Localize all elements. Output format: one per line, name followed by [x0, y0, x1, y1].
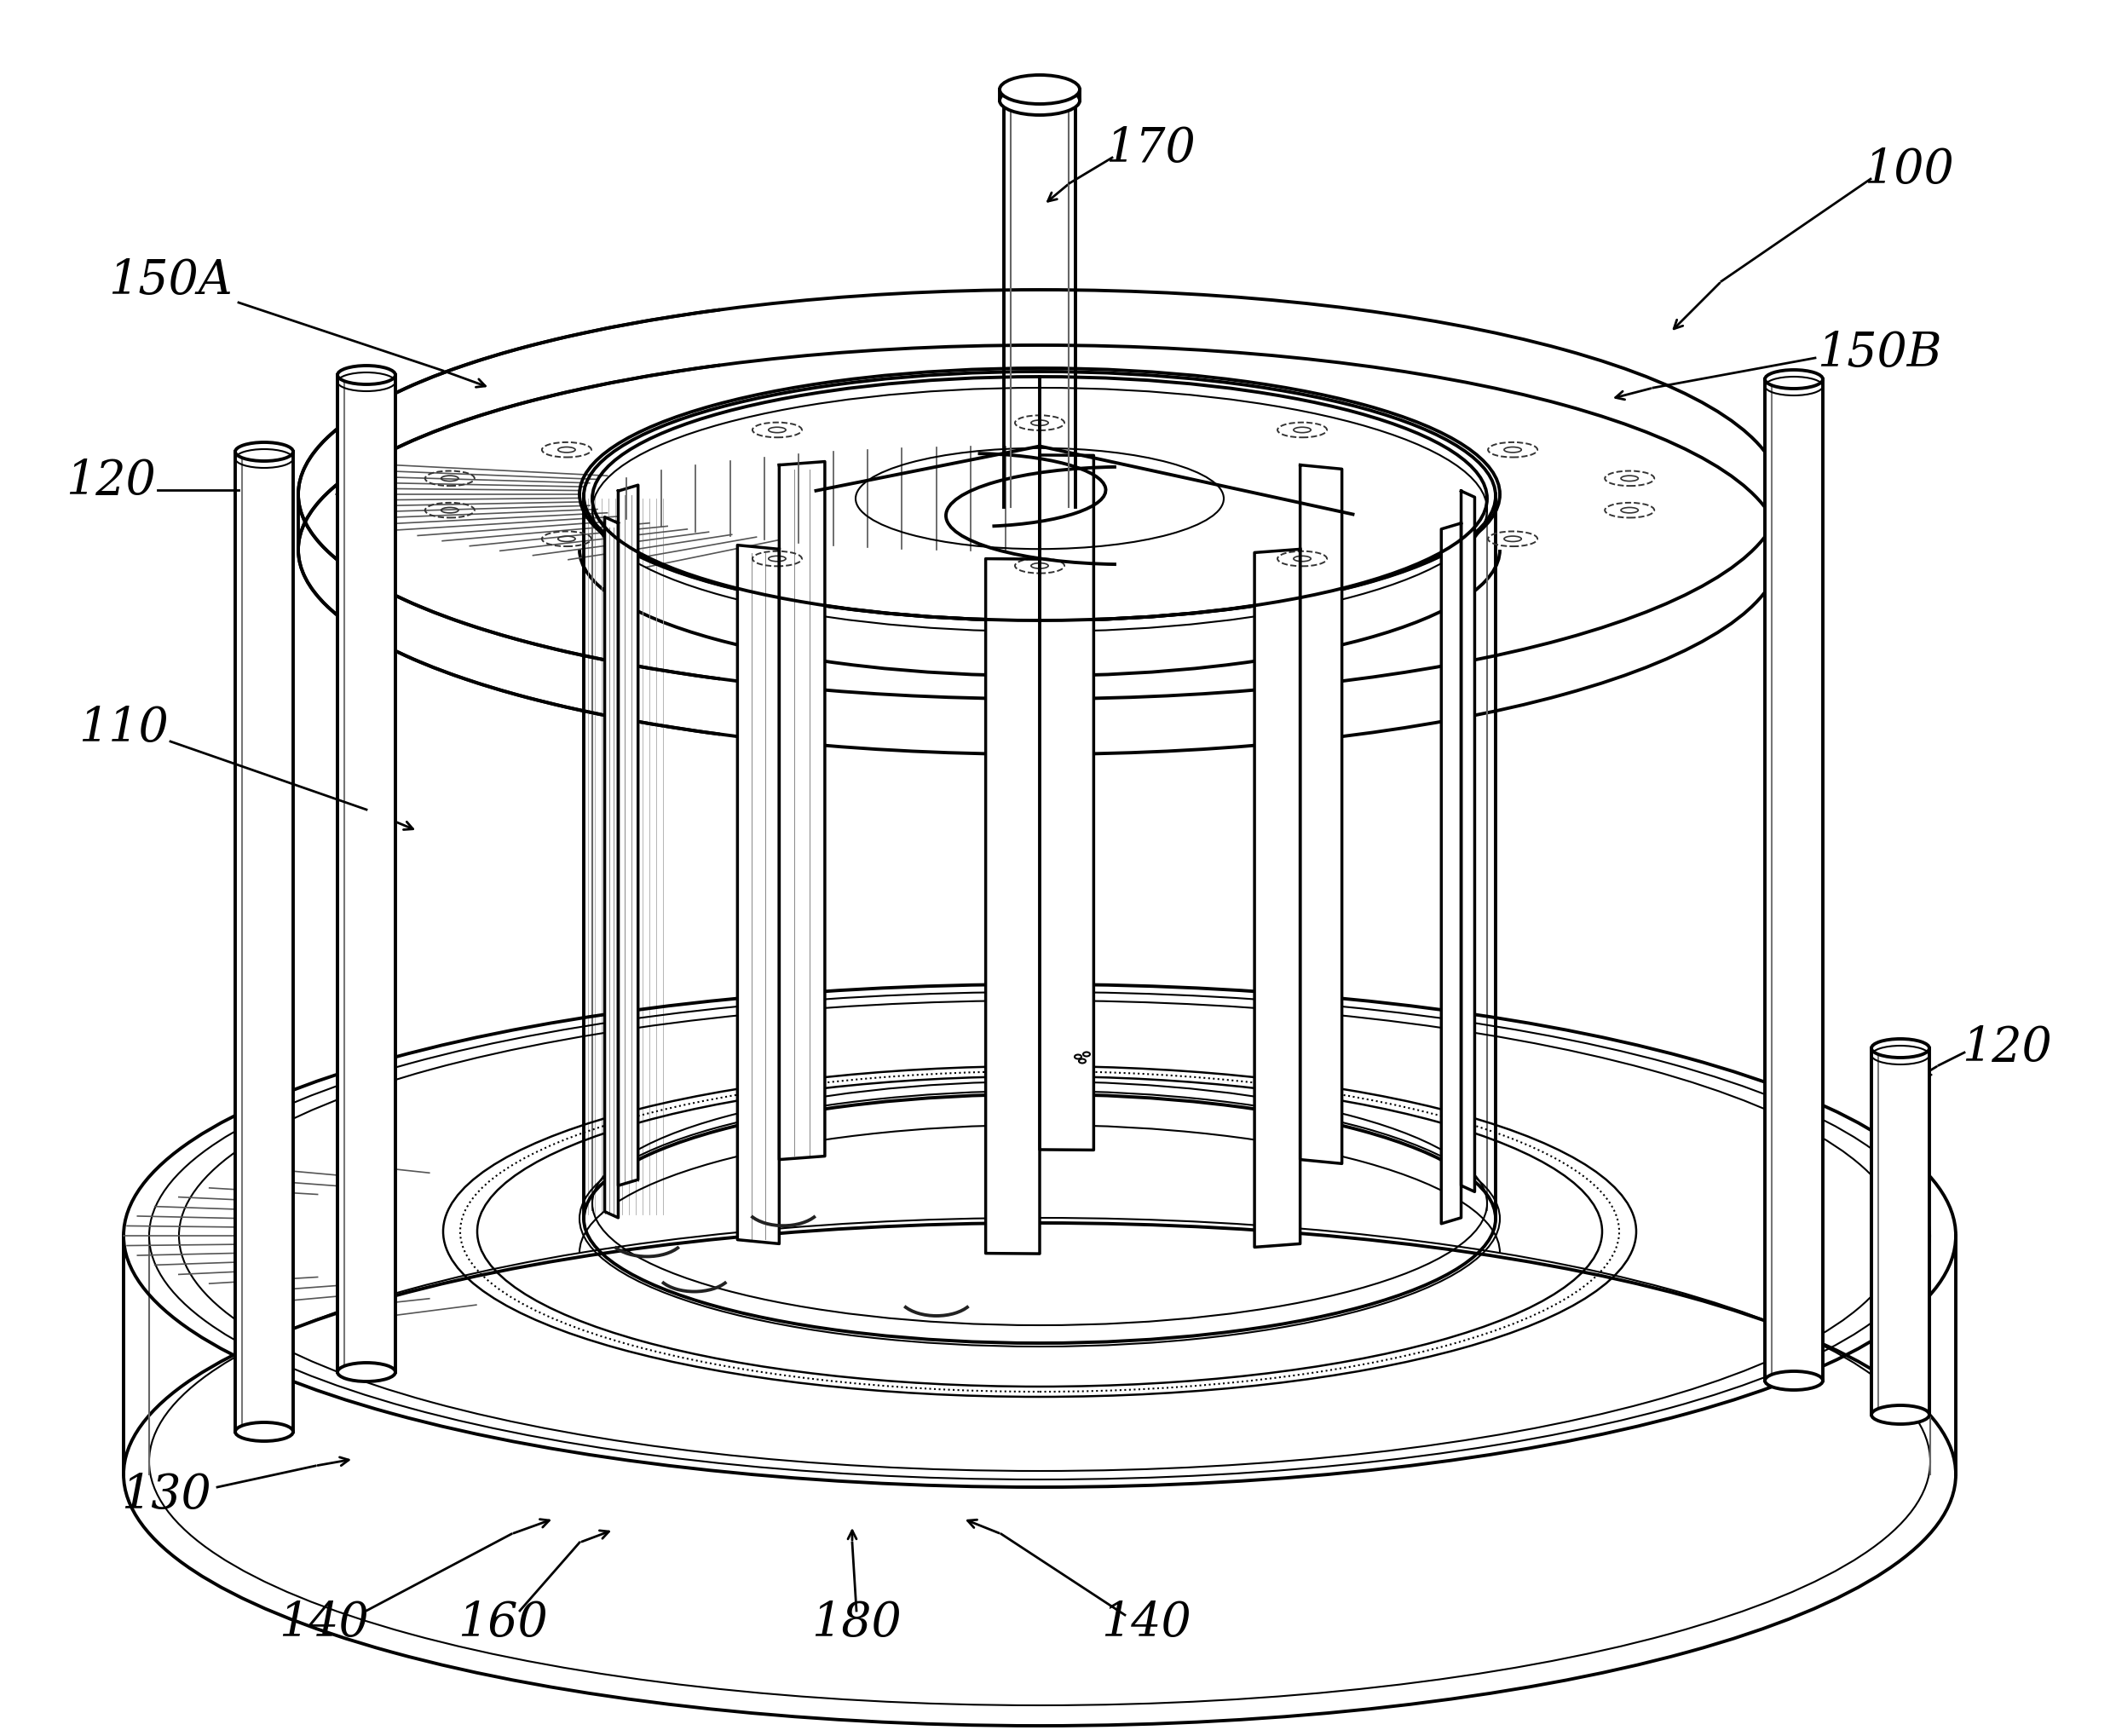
- Text: 160: 160: [457, 1601, 548, 1647]
- Polygon shape: [235, 451, 294, 1432]
- Text: 150B: 150B: [1818, 330, 1942, 377]
- Ellipse shape: [999, 87, 1079, 115]
- Ellipse shape: [336, 366, 396, 384]
- Polygon shape: [1871, 1049, 1930, 1415]
- Ellipse shape: [999, 75, 1079, 104]
- Ellipse shape: [1871, 1406, 1930, 1424]
- Ellipse shape: [1765, 370, 1822, 389]
- Polygon shape: [779, 462, 825, 1160]
- Polygon shape: [618, 484, 639, 1186]
- Text: 120: 120: [66, 458, 157, 505]
- Polygon shape: [1039, 455, 1094, 1149]
- Text: 120: 120: [1962, 1024, 2053, 1071]
- Text: 130: 130: [121, 1472, 212, 1519]
- Ellipse shape: [1871, 1038, 1930, 1057]
- Polygon shape: [986, 559, 1039, 1253]
- Polygon shape: [1255, 549, 1299, 1246]
- Text: 140: 140: [279, 1601, 368, 1647]
- Ellipse shape: [235, 1422, 294, 1441]
- Polygon shape: [336, 375, 396, 1371]
- Polygon shape: [1462, 491, 1475, 1191]
- Text: 110: 110: [78, 705, 169, 752]
- Polygon shape: [1765, 378, 1822, 1380]
- Polygon shape: [1299, 465, 1342, 1163]
- Ellipse shape: [336, 1363, 396, 1382]
- Ellipse shape: [1765, 1371, 1822, 1391]
- Text: 170: 170: [1105, 125, 1196, 172]
- Polygon shape: [738, 545, 779, 1243]
- Polygon shape: [1441, 523, 1462, 1224]
- Text: 150A: 150A: [108, 259, 233, 304]
- Text: 140: 140: [1100, 1601, 1191, 1647]
- Polygon shape: [605, 517, 618, 1217]
- Ellipse shape: [235, 443, 294, 462]
- Text: 100: 100: [1864, 148, 1953, 194]
- Text: 180: 180: [810, 1601, 901, 1647]
